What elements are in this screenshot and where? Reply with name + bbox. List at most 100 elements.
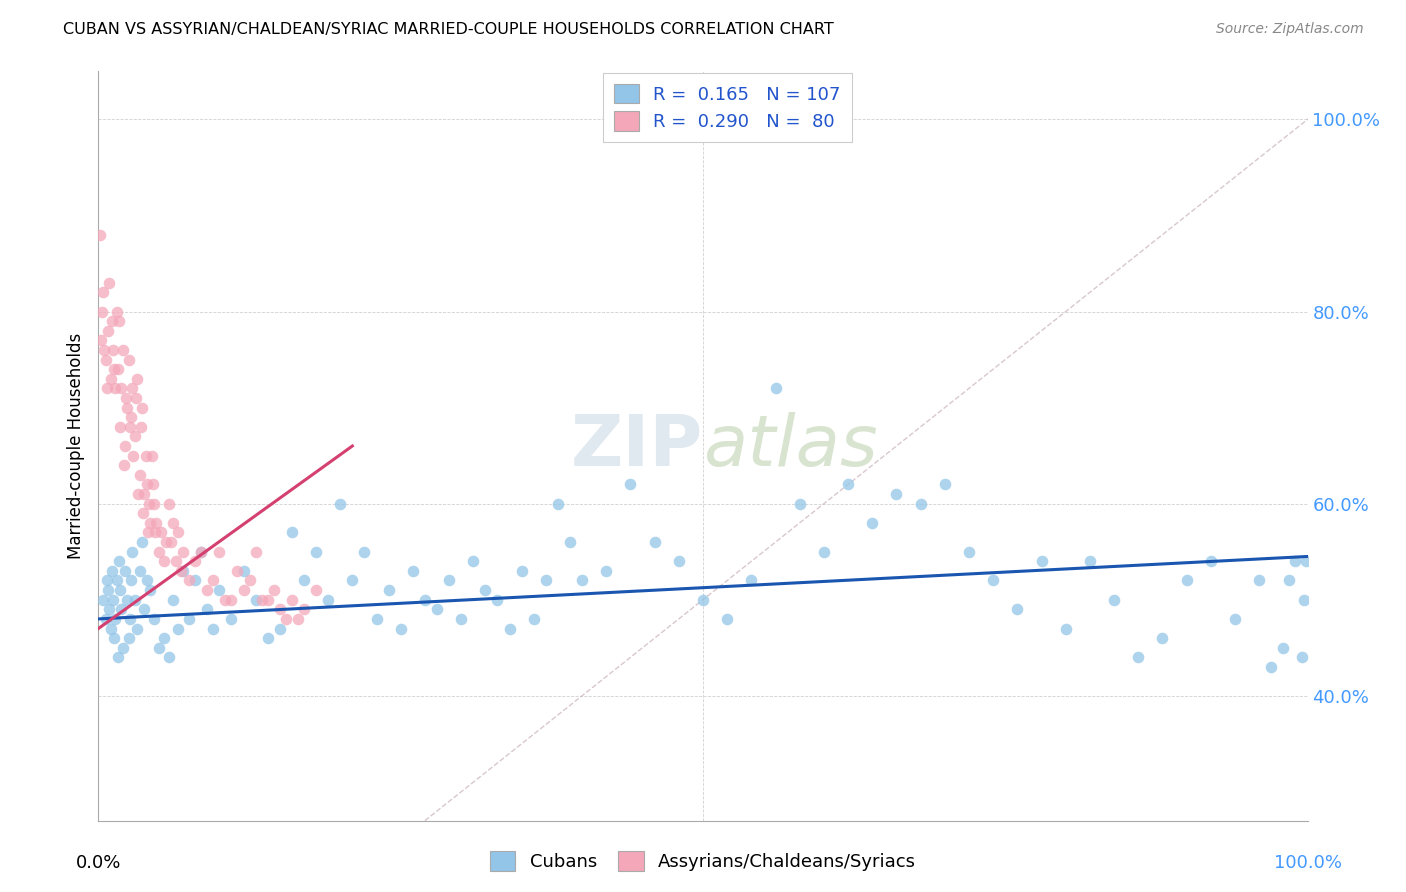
Point — [1128, 650, 1150, 665]
Point — [644, 535, 666, 549]
Point — [108, 554, 131, 568]
Point — [114, 564, 136, 578]
Point — [141, 449, 163, 463]
Point — [118, 352, 141, 367]
Point — [125, 391, 148, 405]
Point — [184, 554, 207, 568]
Point — [100, 372, 122, 386]
Point — [152, 631, 174, 645]
Point — [98, 602, 121, 616]
Point — [131, 535, 153, 549]
Point — [150, 525, 173, 540]
Point — [668, 554, 690, 568]
Point — [157, 497, 180, 511]
Point — [281, 592, 304, 607]
Point — [250, 592, 273, 607]
Point — [1175, 574, 1198, 588]
Point — [910, 497, 932, 511]
Point — [121, 544, 143, 558]
Point — [134, 602, 156, 616]
Point — [138, 497, 160, 511]
Point — [100, 622, 122, 636]
Point — [463, 554, 485, 568]
Point — [692, 592, 714, 607]
Point — [281, 525, 304, 540]
Point — [96, 381, 118, 395]
Point — [1260, 660, 1282, 674]
Point — [558, 535, 581, 549]
Point — [1199, 554, 1222, 568]
Point — [135, 477, 157, 491]
Point — [157, 650, 180, 665]
Point — [195, 602, 218, 616]
Point — [256, 592, 278, 607]
Point — [716, 612, 738, 626]
Point — [981, 574, 1004, 588]
Point — [329, 497, 352, 511]
Point — [1292, 592, 1315, 607]
Point — [474, 583, 496, 598]
Legend: R =  0.165   N = 107, R =  0.290   N =  80: R = 0.165 N = 107, R = 0.290 N = 80 — [603, 73, 852, 142]
Point — [292, 574, 315, 588]
Point — [342, 574, 364, 588]
Point — [135, 449, 157, 463]
Point — [110, 381, 132, 395]
Point — [91, 592, 114, 607]
Point — [256, 631, 278, 645]
Point — [957, 544, 980, 558]
Point — [96, 574, 118, 588]
Point — [232, 564, 254, 578]
Point — [269, 602, 291, 616]
Point — [179, 612, 201, 626]
Point — [118, 631, 141, 645]
Point — [1272, 640, 1295, 655]
Point — [214, 592, 236, 607]
Point — [860, 516, 883, 530]
Point — [226, 564, 249, 578]
Point — [139, 516, 162, 530]
Legend: Cubans, Assyrians/Chaldeans/Syriacs: Cubans, Assyrians/Chaldeans/Syriacs — [482, 844, 924, 879]
Point — [103, 631, 125, 645]
Point — [571, 574, 593, 588]
Point — [93, 343, 115, 357]
Point — [316, 592, 339, 607]
Point — [366, 612, 388, 626]
Text: ZIP: ZIP — [571, 411, 703, 481]
Point — [111, 640, 134, 655]
Point — [122, 449, 145, 463]
Point — [1102, 592, 1125, 607]
Point — [129, 419, 152, 434]
Point — [837, 477, 859, 491]
Point — [184, 574, 207, 588]
Point — [263, 583, 285, 598]
Point — [107, 362, 129, 376]
Point — [1054, 622, 1077, 636]
Point — [108, 419, 131, 434]
Point — [765, 381, 787, 395]
Point — [108, 583, 131, 598]
Point — [232, 583, 254, 598]
Point — [167, 525, 190, 540]
Point — [104, 612, 127, 626]
Point — [97, 583, 120, 598]
Point — [1007, 602, 1029, 616]
Point — [287, 612, 309, 626]
Point — [1249, 574, 1271, 588]
Point — [121, 381, 143, 395]
Point — [274, 612, 297, 626]
Point — [1078, 554, 1101, 568]
Point — [128, 564, 150, 578]
Point — [179, 574, 201, 588]
Point — [353, 544, 375, 558]
Point — [162, 592, 184, 607]
Point — [208, 583, 231, 598]
Point — [124, 592, 146, 607]
Point — [127, 622, 149, 636]
Point — [98, 276, 121, 290]
Point — [202, 622, 225, 636]
Point — [1291, 650, 1313, 665]
Point — [402, 564, 425, 578]
Point — [94, 352, 117, 367]
Point — [169, 564, 191, 578]
Point — [143, 497, 166, 511]
